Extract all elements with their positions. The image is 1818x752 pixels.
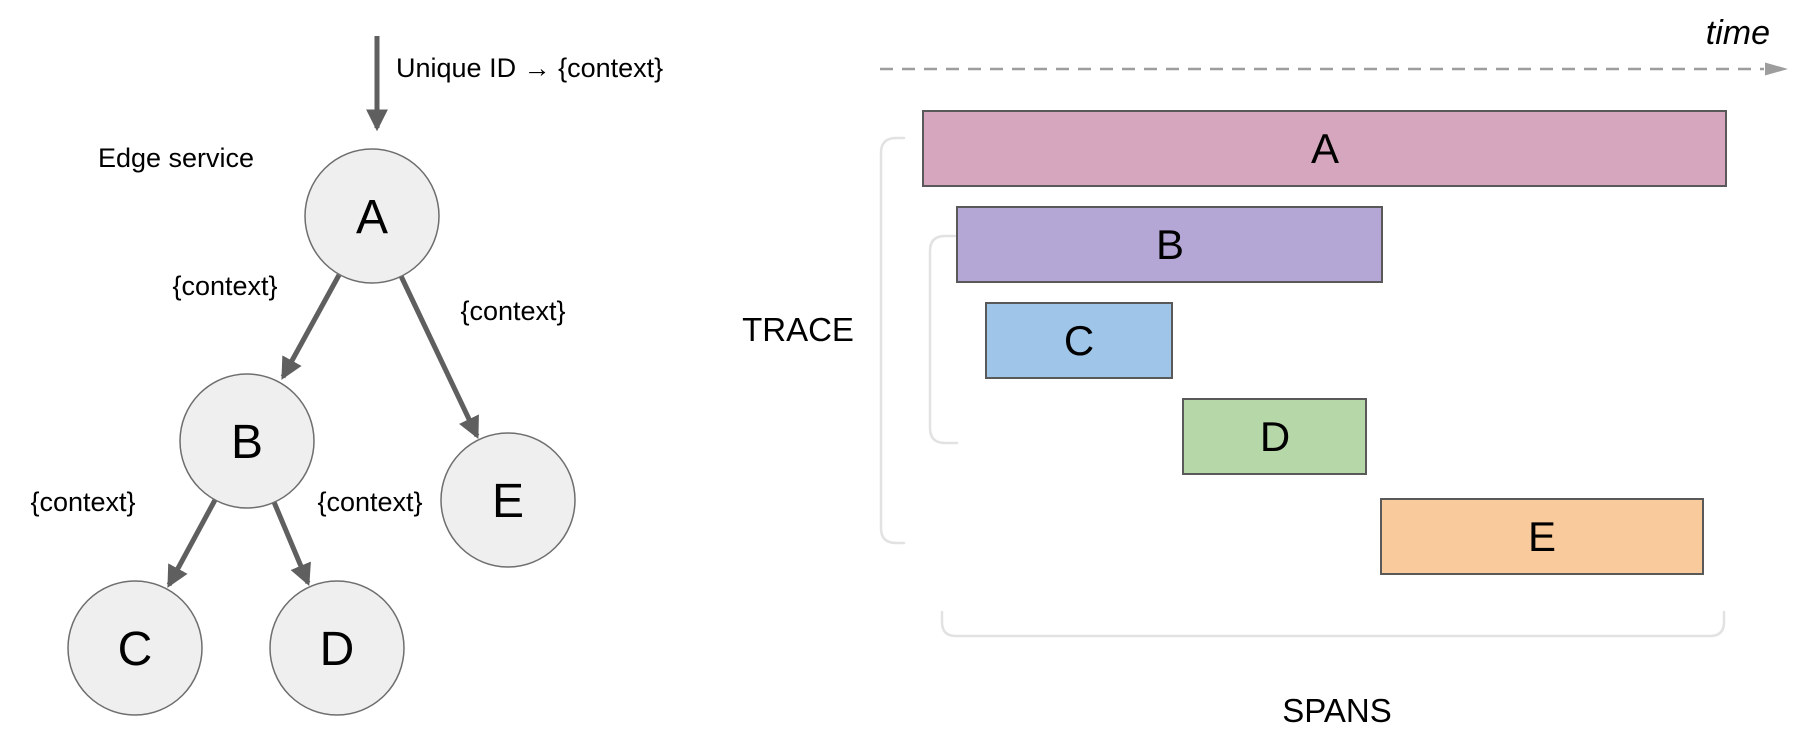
span-bar-b: B <box>956 206 1383 283</box>
span-bar-b-rect <box>956 206 1383 283</box>
edge-a-to-e-arrow <box>398 274 480 439</box>
edge-a-to-b-label: {context} <box>172 271 277 301</box>
service-node-e: E <box>440 432 576 568</box>
time-axis-arrowhead-icon <box>1765 62 1788 76</box>
edge-b-to-d-label: {context} <box>317 487 422 517</box>
spans-bracket <box>940 610 1726 638</box>
service-node-e-label: E <box>492 475 524 528</box>
span-bar-b-label: B <box>1156 221 1184 268</box>
span-bar-e-label: E <box>1528 513 1556 560</box>
service-node-b-circle <box>179 373 315 509</box>
service-node-d-circle <box>269 580 405 716</box>
service-node-d: D <box>269 580 405 716</box>
service-tree-diagram: Unique ID → {context} Edge service {cont… <box>30 36 663 716</box>
edge-b-to-c-label: {context} <box>30 487 135 517</box>
spans-label: SPANS <box>1282 692 1391 729</box>
span-bar-d-rect <box>1182 398 1367 475</box>
trace-spans-diagram: time TRACE A B C D E SPANS <box>742 14 1788 729</box>
service-node-c-circle <box>67 580 203 716</box>
span-bar-a-rect <box>922 110 1727 187</box>
trace-bracket <box>879 136 906 545</box>
span-bar-d: D <box>1182 398 1367 475</box>
span-bar-a-label: A <box>1311 125 1339 172</box>
span-bar-a: A <box>922 110 1727 187</box>
service-node-c-label: C <box>118 623 153 676</box>
edge-service-label: Edge service <box>98 143 254 173</box>
time-axis-label: time <box>1706 14 1770 52</box>
service-node-d-label: D <box>320 623 355 676</box>
span-bar-e-rect <box>1380 498 1704 575</box>
service-node-a-label: A <box>356 191 388 244</box>
span-bar-c: C <box>985 302 1173 379</box>
span-bar-c-rect <box>985 302 1173 379</box>
edge-b-to-d-arrow <box>271 501 311 587</box>
edge-a-to-e-label: {context} <box>460 296 565 326</box>
span-bar-e: E <box>1380 498 1704 575</box>
service-node-a: A <box>304 148 440 284</box>
edge-b-to-c-arrow <box>166 498 218 588</box>
service-node-b: B <box>179 373 315 509</box>
service-node-b-label: B <box>231 416 263 469</box>
edge-a-to-b-arrow <box>280 273 342 380</box>
service-node-e-circle <box>440 432 576 568</box>
span-bar-c-label: C <box>1064 317 1094 364</box>
trace-label: TRACE <box>742 311 854 348</box>
subtrace-bracket <box>928 234 959 445</box>
service-node-c: C <box>67 580 203 716</box>
service-node-a-circle <box>304 148 440 284</box>
incoming-arrow-label: Unique ID → {context} <box>396 53 663 83</box>
span-bar-d-label: D <box>1260 413 1290 460</box>
